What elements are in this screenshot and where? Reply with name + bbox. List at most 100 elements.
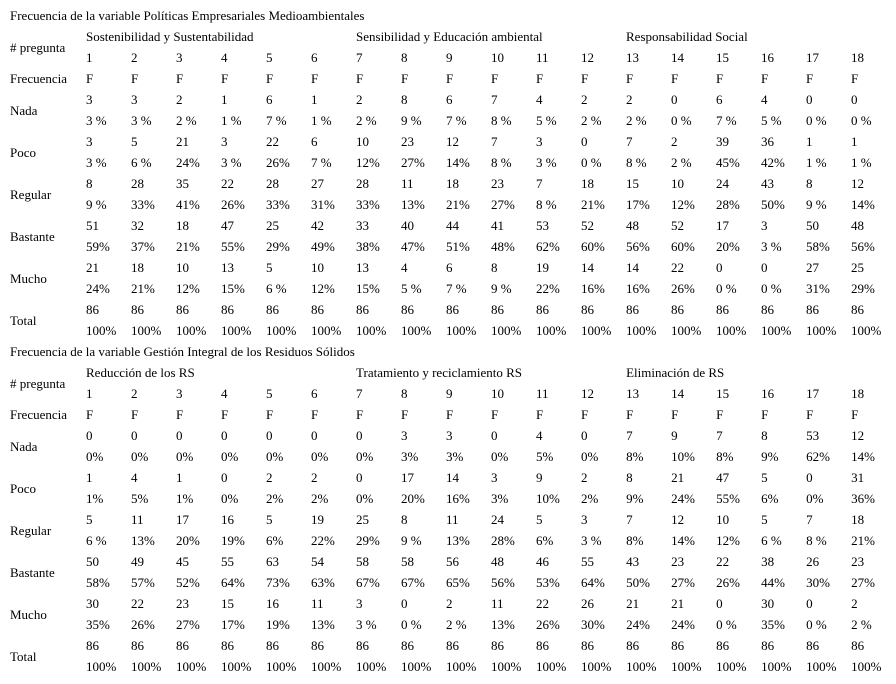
percent-cell: 16% [446,491,470,506]
data-row-counts: Mucho 30 22 23 15 16 11 3 0 2 11 22 26 21 21 0 30 0 2 [10,593,896,622]
count-cell: 8 [626,470,633,485]
count-cell: 55 [581,554,595,569]
count-cell: 1 [851,134,858,149]
count-cell: 49 [131,554,144,569]
count-cell: 25 [356,512,370,527]
percent-cell: 35% [761,617,785,632]
frequency-row: Frecuencia F F F F F F F F F F F F F F F F F F [10,404,896,425]
percent-cell: 21% [446,197,470,212]
frequency-row: Frecuencia F F F F F F F F F F F F F F F F F F [10,68,896,89]
frequency-table-section-2: Frecuencia de la variable Gestión Integr… [10,341,896,677]
percent-cell: 47% [401,239,425,254]
count-cell: 86 [86,302,99,317]
percent-cell: 8% [626,449,644,464]
percent-cell: 3% [446,449,464,464]
frequency-cell: F [806,407,814,422]
percent-cell: 100% [806,659,837,674]
count-cell: 86 [671,302,685,317]
count-cell: 86 [401,302,415,317]
percent-cell: 62% [806,449,830,464]
count-cell: 86 [266,638,279,653]
question-number: 9 [446,386,453,401]
count-cell: 23 [671,554,685,569]
percent-cell: 0% [266,449,284,464]
percent-cell: 100% [266,659,297,674]
question-number: 12 [581,386,595,401]
percent-cell: 3 % [536,155,557,170]
count-cell: 0 [716,260,723,275]
percent-cell: 2 % [851,617,872,632]
percent-cell: 8 % [491,113,512,128]
percent-cell: 33% [266,197,290,212]
percent-cell: 73% [266,575,290,590]
row-label: Total [10,648,37,664]
percent-cell: 45% [716,155,740,170]
count-cell: 17 [401,470,415,485]
count-cell: 11 [131,512,144,527]
percent-cell: 24% [626,617,650,632]
count-cell: 18 [851,512,865,527]
row-label: Poco [10,144,36,160]
frequency-cell: F [851,71,859,86]
percent-cell: 29% [356,533,380,548]
percent-cell: 100% [716,659,747,674]
count-cell: 14 [581,260,595,275]
count-cell: 9 [671,428,678,443]
question-number: 2 [131,50,138,65]
count-cell: 12 [446,134,460,149]
percent-cell: 0% [131,449,149,464]
row-label: Regular [10,186,52,202]
count-cell: 86 [86,638,99,653]
percent-cell: 60% [581,239,605,254]
frequency-cell: F [266,71,274,86]
frequency-cell: F [176,407,184,422]
percent-cell: 67% [356,575,380,590]
question-number: 1 [86,50,93,65]
count-cell: 12 [851,176,865,191]
percent-cell: 8% [626,533,644,548]
percent-cell: 24% [86,281,110,296]
frequency-cell: F [671,71,679,86]
count-cell: 8 [491,260,498,275]
percent-cell: 28% [491,533,515,548]
group-header: Sensibilidad y Educación ambiental [356,29,543,44]
row-label: Poco [10,480,36,496]
percent-cell: 12% [356,155,380,170]
count-cell: 3 [221,134,228,149]
frequency-cell: F [401,407,409,422]
count-cell: 5 [131,134,138,149]
data-row-percents: 24% 21% 12% 15% 6 % 12% 15% 5 % 7 % 9 % 22% 16% 16% 2… [10,278,896,299]
percent-cell: 0% [356,491,374,506]
data-row-counts: Bastante 50 49 45 55 63 54 58 58 56 48 46 55 43 23 22 38… [10,551,896,580]
count-cell: 0 [761,260,768,275]
percent-cell: 100% [851,323,882,338]
count-cell: 16 [266,596,279,611]
percent-cell: 0 % [716,281,737,296]
question-number: 9 [446,50,453,65]
percent-cell: 100% [851,659,882,674]
percent-cell: 100% [536,659,567,674]
percent-cell: 19% [221,533,245,548]
count-cell: 4 [761,92,768,107]
count-cell: 27 [311,176,324,191]
question-number: 11 [536,50,549,65]
frequency-cell: F [221,407,229,422]
count-cell: 23 [851,554,865,569]
header-row-groups: # pregunta Sostenibilidad y Sustentabilid… [10,26,896,55]
count-cell: 21 [176,134,189,149]
percent-cell: 0% [176,449,194,464]
count-cell: 11 [446,512,459,527]
count-cell: 0 [581,428,588,443]
count-cell: 23 [401,134,415,149]
count-cell: 5 [761,512,768,527]
row-label: Bastante [10,228,55,244]
percent-cell: 26% [716,575,740,590]
frequency-cell: F [671,407,679,422]
data-row-percents: 6 % 13% 20% 19% 6% 22% 29% 9 % 13% 28% 6% 3 % 8% 14% 1… [10,530,896,551]
row-label-frecuencia: Frecuencia [10,407,68,422]
percent-cell: 100% [626,323,657,338]
percent-cell: 1% [86,491,104,506]
count-cell: 50 [806,218,820,233]
count-cell: 0 [356,470,363,485]
